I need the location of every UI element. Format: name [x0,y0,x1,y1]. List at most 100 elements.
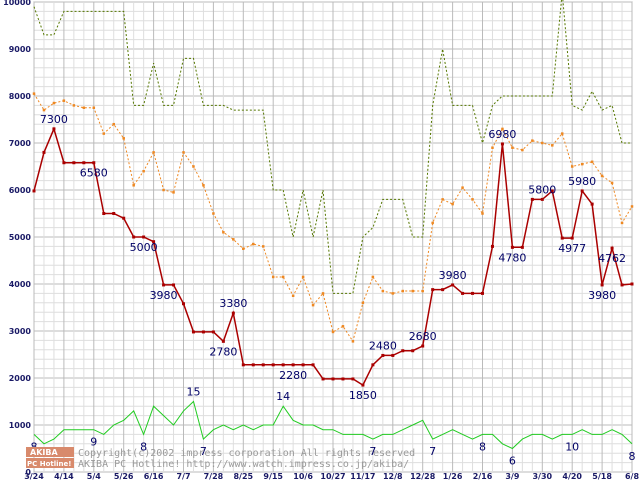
series-red-point [510,245,514,249]
series-orange-point [311,303,315,307]
series-red-point [421,344,425,348]
series-orange-point [491,146,494,149]
series-orange-point [122,137,125,140]
series-orange-point [361,301,365,305]
series-orange-point [551,144,554,147]
series-orange-point [610,181,614,185]
series-red-point [281,363,285,367]
series-red-point [411,349,415,353]
x-tick-label: 11/17 [350,472,375,480]
series-red-point [580,189,584,193]
count-label: 8 [629,450,636,463]
logo-top-text: AKIBA [30,448,58,457]
series-red-point [441,288,445,292]
series-red-point [331,377,335,381]
watermark: AKIBA PC Hotline! Copyright(c)2002 impre… [26,447,415,470]
series-red-point [481,291,484,295]
price-label: 4762 [598,252,626,265]
x-tick-label: 6/16 [144,472,164,480]
series-red-point [600,283,604,287]
x-tick-label: 7/28 [204,472,224,480]
x-tick-label: 5/26 [114,472,134,480]
x-tick-label: 2/16 [473,472,493,480]
x-tick-label: 9/15 [263,472,283,480]
series-orange-point [501,127,504,131]
site-url-text: AKIBA PC Hotline! http://www.watch.impre… [78,459,409,470]
copyright-text: Copyright(c)2002 impress corporation All… [78,448,415,459]
y-tick-label: 5000 [9,233,32,242]
series-orange-point [281,275,285,279]
logo-top-box [26,447,74,457]
series-lines [32,0,634,450]
series-orange-point [152,151,155,154]
series-orange-point [321,292,325,295]
series-red-point [351,377,355,381]
series-red-point [530,197,534,201]
series-red-point [201,330,205,334]
price-label: 6980 [488,128,516,141]
grid [33,1,633,473]
y-tick-label: 3000 [9,327,32,336]
series-orange-point [291,294,295,297]
count-label: 8 [31,440,38,453]
series-orange-point [92,106,96,109]
price-label: 2480 [369,339,397,352]
count-label: 8 [479,440,486,453]
series-red-point [381,353,385,357]
y-tick-label: 6000 [9,186,32,195]
x-tick-label: 12/28 [410,472,436,480]
series-red-point [221,339,225,343]
series-orange-point [441,198,444,201]
series-orange-point [511,146,514,149]
x-tick-label: 3/9 [505,472,519,480]
series-orange-point [172,191,175,194]
series-orange-point [42,108,46,112]
series-red-point [471,291,475,295]
series-red-point [550,189,554,193]
series-orange-point [541,141,544,145]
count-label: 7 [200,445,207,458]
series-red-point [620,283,624,287]
y-tick-label: 4000 [9,280,32,289]
series-orange-point [222,231,225,234]
series-orange-point [351,340,355,343]
series-red-point [500,142,504,146]
series-orange-point [82,106,86,109]
series-orange-point [232,238,235,241]
logo-bottom-text: PC Hotline! [27,460,71,468]
price-label: 4780 [498,251,526,264]
price-label: 5000 [130,241,158,254]
x-tick-label: 12/8 [383,472,403,480]
series-red-point [261,363,265,367]
series-orange-point [560,132,564,135]
series-orange-point [381,289,385,293]
logo-bottom-box [26,458,74,468]
data-labels: 7300 6580 5000 3980 3380 2780 2280 1850 2480 2680… [31,113,636,468]
series-red-point [162,283,166,287]
y-tick-label: 9000 [9,45,32,54]
series-red-point [570,236,574,240]
series-orange-point [521,148,524,152]
x-tick-label: 10/6 [293,472,313,480]
series-red-point [590,202,594,206]
series-red-point [191,330,195,334]
series-orange-point [461,186,464,189]
series-orange-point [451,202,454,206]
series-red-point [540,197,544,201]
series-orange-point [32,92,36,95]
series-red-point [560,236,564,240]
y-tick-label: 1000 [9,421,32,430]
y-axis-ticks: 0 1000 2000 3000 4000 5000 6000 7000 8000 9000 100… [3,0,31,477]
series-orange-point [481,212,484,215]
count-label: 8 [140,440,147,453]
series-orange-point [142,169,145,173]
series-orange-point [371,275,375,279]
series-orange-point [162,188,165,192]
series-red-point [132,235,136,239]
price-label: 5800 [528,183,556,196]
series-red-point [321,377,325,381]
series-orange-point [341,325,345,328]
series-red-point [42,150,46,154]
series-orange-point [391,292,395,295]
series-red-point [241,363,245,367]
